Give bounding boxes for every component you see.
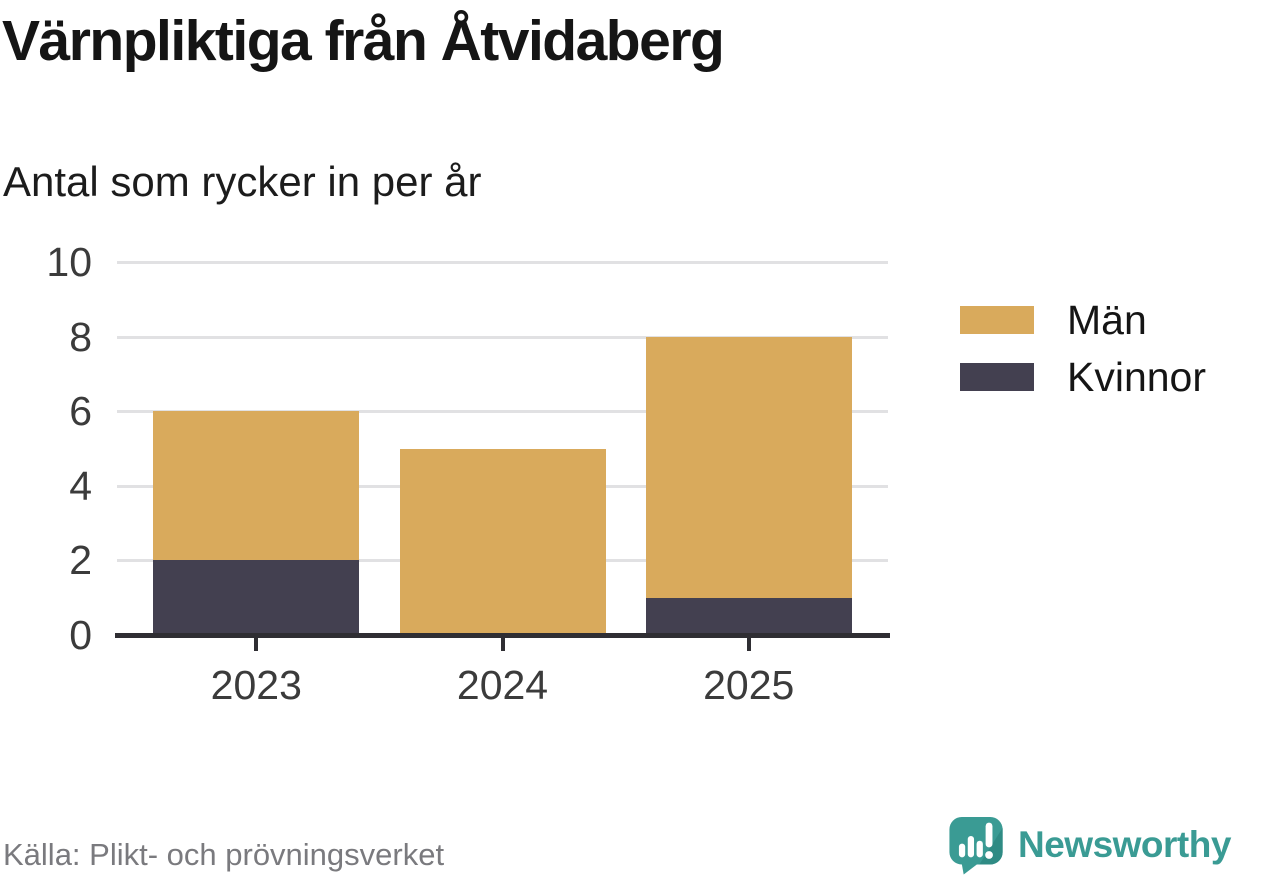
x-axis-line — [115, 633, 890, 638]
chart-title: Värnpliktiga från Åtvidaberg — [2, 9, 725, 73]
gridline-y-10 — [117, 261, 888, 264]
x-axis-tick-2025 — [746, 638, 751, 651]
legend-item-men: Män — [960, 297, 1206, 343]
bar-segment-women-2025 — [645, 597, 852, 635]
y-tick-label-4: 4 — [69, 462, 92, 509]
plot-area — [117, 261, 888, 635]
x-axis-tick-2023 — [254, 638, 259, 651]
x-axis-label-2025: 2025 — [703, 662, 795, 708]
newsworthy-wordmark: Newsworthy — [1018, 824, 1231, 865]
y-tick-label-8: 8 — [69, 313, 92, 360]
legend-label-men: Män — [1067, 296, 1147, 343]
bar-segment-women-2023 — [153, 560, 360, 635]
gridline-y-6 — [117, 410, 888, 414]
y-tick-label-6: 6 — [69, 388, 92, 435]
legend-swatch-women — [960, 363, 1034, 391]
x-axis-tick-2024 — [500, 638, 505, 651]
legend-label-women: Kvinnor — [1067, 353, 1207, 400]
bar-segment-men-2025 — [645, 336, 852, 598]
legend-swatch-men — [960, 306, 1034, 334]
y-tick-label-10: 10 — [46, 239, 92, 285]
bar-segment-men-2024 — [399, 448, 606, 635]
chart-subtitle: Antal som rycker in per år — [3, 158, 482, 205]
y-tick-label-0: 0 — [69, 612, 92, 658]
legend-item-women: Kvinnor — [960, 354, 1206, 400]
source-text: Källa: Plikt- och prövningsverket — [3, 837, 445, 872]
newsworthy-logo-icon — [949, 816, 1003, 875]
bar-segment-men-2023 — [153, 411, 360, 561]
x-axis-label-2024: 2024 — [456, 662, 549, 708]
legend: Män Kvinnor — [960, 297, 1206, 414]
y-tick-label-2: 2 — [69, 537, 92, 584]
x-axis-label-2023: 2023 — [210, 662, 302, 708]
gridline-y-8 — [117, 335, 888, 339]
newsworthy-logo: Newsworthy — [948, 815, 1231, 875]
